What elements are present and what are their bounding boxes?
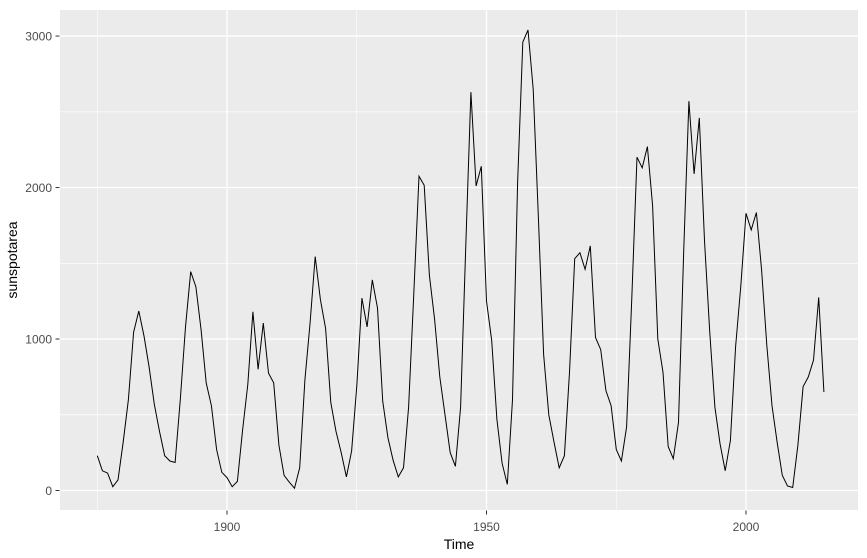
y-tick-label: 2000 [25, 181, 52, 195]
x-tick-label: 1950 [473, 520, 500, 534]
axis-tick-labels: 1900 1950 2000 0 1000 2000 3000 [25, 30, 759, 534]
y-tick-label: 1000 [25, 333, 52, 347]
x-axis-title: Time [444, 536, 475, 552]
panel-background [60, 10, 858, 510]
y-axis-title: sunspotarea [4, 221, 20, 298]
x-tick-label: 1900 [214, 520, 241, 534]
axis-tick-marks [55, 35, 747, 515]
x-tick-label: 2000 [733, 520, 760, 534]
y-tick-label: 0 [45, 484, 52, 498]
minor-gridlines [60, 10, 858, 510]
major-gridlines [60, 10, 858, 510]
sunspotarea-line-series [96, 29, 825, 490]
y-tick-label: 3000 [25, 30, 52, 44]
